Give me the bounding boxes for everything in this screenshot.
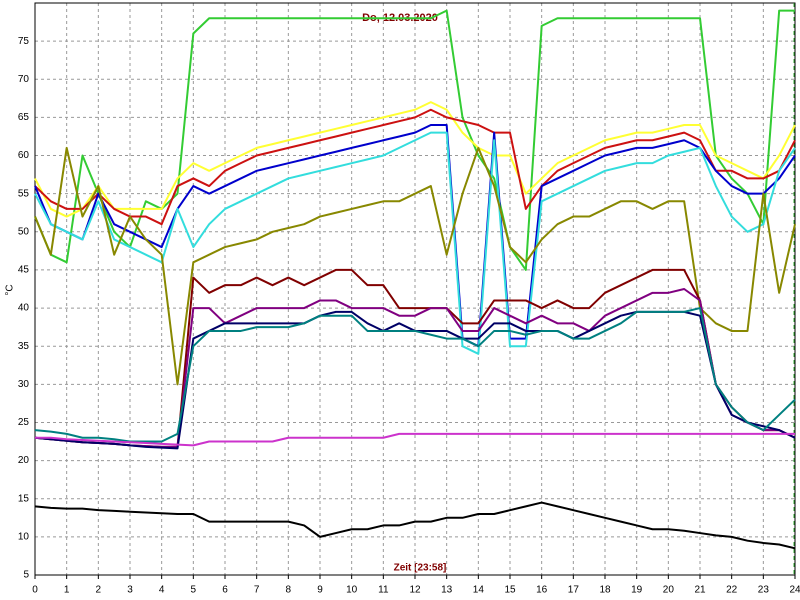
x-tick-label: 12: [409, 585, 421, 596]
x-tick-label: 15: [504, 585, 516, 596]
x-tick-label: 8: [286, 585, 292, 596]
y-tick-label: 55: [18, 188, 30, 199]
y-tick-label: 10: [18, 532, 30, 543]
x-tick-label: 18: [599, 585, 611, 596]
y-tick-label: 40: [18, 303, 30, 314]
x-tick-label: 17: [568, 585, 580, 596]
series-line: [34, 124, 796, 348]
x-tick-label: 5: [191, 585, 197, 596]
x-tick-label: 7: [254, 585, 260, 596]
series-line: [34, 501, 796, 550]
y-tick-label: 15: [18, 493, 30, 504]
y-tick-label: 20: [18, 455, 30, 466]
x-tick-label: 6: [222, 585, 228, 596]
y-tick-label: 60: [18, 150, 30, 161]
y-tick-label: 65: [18, 112, 30, 123]
series-line: [34, 307, 796, 443]
series-line: [34, 101, 796, 218]
plot-frame: [34, 2, 796, 576]
x-tick-label: 9: [317, 585, 323, 596]
x-axis-label: Zeit [23:58]: [394, 563, 447, 574]
x-tick-label: 0: [32, 585, 38, 596]
x-tick-label: 1: [64, 585, 70, 596]
x-tick-label: 14: [473, 585, 485, 596]
y-tick-label: 50: [18, 226, 30, 237]
y-tick-label: 5: [23, 570, 29, 581]
y-axis-label: °C: [5, 284, 16, 295]
y-tick-label: 30: [18, 379, 30, 390]
x-tick-label: 20: [663, 585, 675, 596]
y-tick-label: 45: [18, 265, 30, 276]
x-tick-label: 19: [631, 585, 643, 596]
x-tick-label: 23: [758, 585, 770, 596]
x-tick-label: 10: [346, 585, 358, 596]
x-tick-label: 11: [378, 585, 389, 596]
y-tick-label: 70: [18, 74, 30, 85]
x-tick-label: 2: [96, 585, 102, 596]
x-tick-label: 22: [726, 585, 738, 596]
x-tick-label: 24: [789, 585, 800, 596]
series-line: [34, 108, 796, 226]
series-line: [34, 146, 796, 386]
y-tick-label: 75: [18, 36, 30, 47]
y-tick-label: 25: [18, 417, 30, 428]
x-tick-label: 16: [536, 585, 548, 596]
series-line: [35, 432, 795, 447]
x-tick-label: 21: [694, 585, 706, 596]
x-tick-label: 4: [159, 585, 165, 596]
x-tick-label: 3: [127, 585, 133, 596]
x-tick-label: 13: [441, 585, 453, 596]
y-tick-label: 35: [18, 341, 30, 352]
